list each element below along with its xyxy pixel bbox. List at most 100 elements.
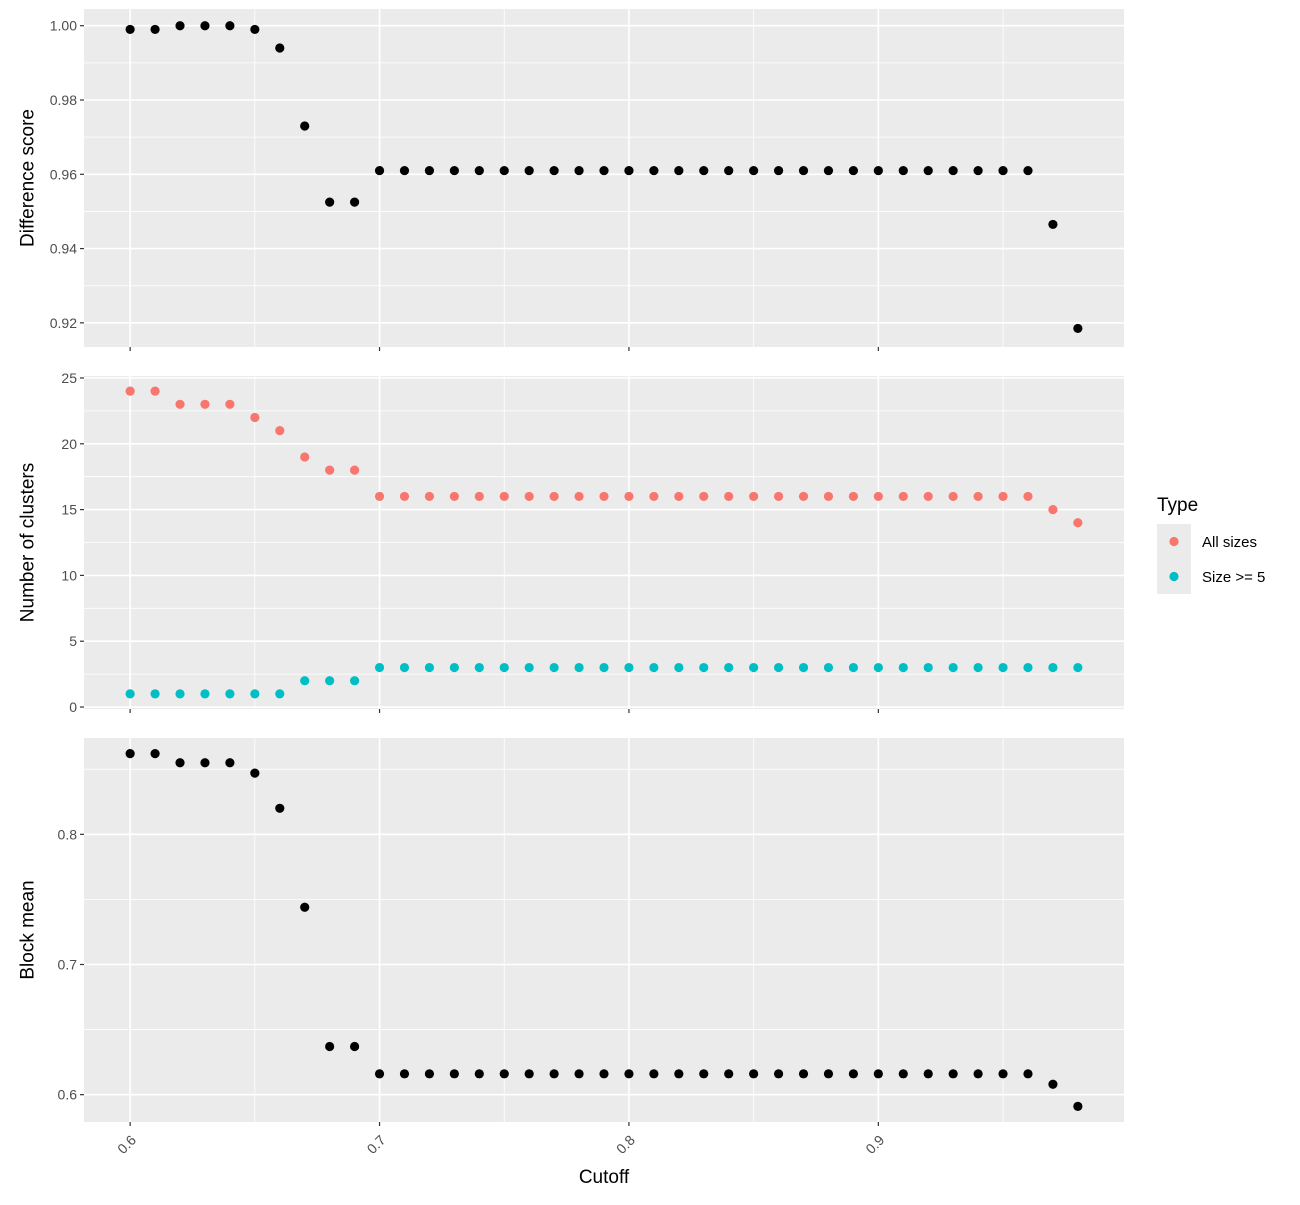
data-point bbox=[474, 491, 484, 502]
data-point bbox=[724, 1069, 734, 1079]
data-point bbox=[574, 165, 584, 176]
data-point bbox=[524, 491, 534, 502]
data-point bbox=[399, 165, 410, 176]
series-points bbox=[125, 21, 1083, 334]
data-point bbox=[1048, 219, 1058, 230]
data-point bbox=[948, 662, 958, 673]
y-tick-label: 25 bbox=[61, 370, 77, 386]
data-point bbox=[374, 1069, 385, 1079]
y-tick-label: 1.00 bbox=[50, 18, 77, 34]
data-point bbox=[724, 662, 734, 673]
data-point bbox=[873, 1069, 883, 1079]
data-point bbox=[499, 491, 509, 502]
data-point bbox=[848, 662, 859, 673]
data-point bbox=[948, 165, 958, 176]
y-tick-label: 0.7 bbox=[58, 956, 78, 972]
data-point bbox=[474, 662, 484, 673]
data-point bbox=[973, 662, 983, 673]
data-point bbox=[823, 662, 834, 673]
data-point bbox=[300, 121, 310, 131]
data-point bbox=[150, 689, 160, 699]
data-point bbox=[973, 491, 983, 502]
panel-2: 0 5 10 15 20 25 Number of clusters bbox=[18, 370, 1124, 715]
data-point bbox=[424, 491, 435, 502]
x-tick-label: 0.9 bbox=[862, 1132, 887, 1157]
y-tick-label: 15 bbox=[61, 502, 77, 518]
data-point bbox=[449, 662, 459, 673]
data-point bbox=[699, 165, 709, 176]
x-tick-label: 0.6 bbox=[114, 1132, 139, 1157]
data-point bbox=[300, 452, 310, 462]
data-point bbox=[823, 165, 834, 176]
data-point bbox=[125, 386, 135, 396]
data-point bbox=[973, 1069, 983, 1079]
data-point bbox=[1048, 1079, 1058, 1089]
data-point bbox=[998, 491, 1008, 502]
data-point bbox=[898, 165, 908, 176]
data-point bbox=[300, 902, 310, 912]
data-point bbox=[773, 491, 784, 502]
data-point bbox=[175, 758, 185, 768]
data-point bbox=[749, 1069, 759, 1079]
data-point bbox=[749, 662, 759, 673]
data-point bbox=[599, 662, 609, 673]
data-point bbox=[374, 165, 385, 176]
data-point bbox=[200, 21, 210, 31]
data-point bbox=[449, 491, 459, 502]
legend-label: All sizes bbox=[1202, 534, 1257, 551]
data-point bbox=[749, 491, 759, 502]
data-point bbox=[250, 412, 260, 423]
data-point bbox=[599, 1069, 609, 1079]
y-tick-label: 10 bbox=[61, 567, 77, 583]
y-tick-label: 0 bbox=[69, 699, 77, 715]
data-point bbox=[499, 662, 509, 673]
data-point bbox=[823, 491, 834, 502]
data-point bbox=[948, 1069, 958, 1079]
series-all-sizes bbox=[125, 386, 1083, 528]
data-point bbox=[349, 676, 360, 686]
data-point bbox=[250, 768, 260, 778]
data-point bbox=[524, 165, 534, 176]
data-point bbox=[200, 689, 210, 699]
panel-background bbox=[84, 9, 1124, 347]
data-point bbox=[200, 758, 210, 768]
data-point bbox=[649, 165, 659, 176]
data-point bbox=[998, 1069, 1008, 1079]
y-tick-label: 0.94 bbox=[50, 241, 77, 257]
panel-1: 0.92 0.94 0.96 0.98 1.00 Difference score bbox=[18, 9, 1124, 351]
data-point bbox=[749, 165, 759, 176]
y-tick-label: 0.6 bbox=[58, 1087, 78, 1103]
data-point bbox=[399, 1069, 410, 1079]
y-axis-title: Number of clusters bbox=[18, 463, 39, 622]
data-point bbox=[424, 165, 435, 176]
data-point bbox=[674, 1069, 684, 1079]
data-point bbox=[649, 1069, 659, 1079]
data-point bbox=[1023, 662, 1033, 673]
data-point bbox=[474, 1069, 484, 1079]
data-point bbox=[1048, 662, 1058, 673]
data-point bbox=[898, 1069, 908, 1079]
data-point bbox=[773, 165, 784, 176]
data-point bbox=[923, 491, 933, 502]
panel-3: 0.6 0.7 0.8 Block mean bbox=[18, 738, 1124, 1126]
data-point bbox=[499, 1069, 509, 1079]
data-point bbox=[325, 1041, 335, 1052]
data-point bbox=[374, 662, 385, 673]
legend-label: Size >= 5 bbox=[1202, 569, 1265, 586]
data-point bbox=[175, 399, 185, 409]
data-point bbox=[574, 662, 584, 673]
data-point bbox=[225, 689, 235, 699]
data-point bbox=[1073, 518, 1083, 528]
data-point bbox=[773, 1069, 784, 1079]
data-point bbox=[300, 676, 310, 686]
data-point bbox=[674, 165, 684, 176]
data-point bbox=[424, 1069, 435, 1079]
data-point bbox=[449, 1069, 459, 1079]
panel-background bbox=[84, 738, 1124, 1122]
data-point bbox=[973, 165, 983, 176]
data-point bbox=[150, 749, 160, 759]
data-point bbox=[250, 24, 260, 35]
data-point bbox=[150, 24, 160, 35]
data-point bbox=[923, 165, 933, 176]
data-point bbox=[848, 1069, 859, 1079]
